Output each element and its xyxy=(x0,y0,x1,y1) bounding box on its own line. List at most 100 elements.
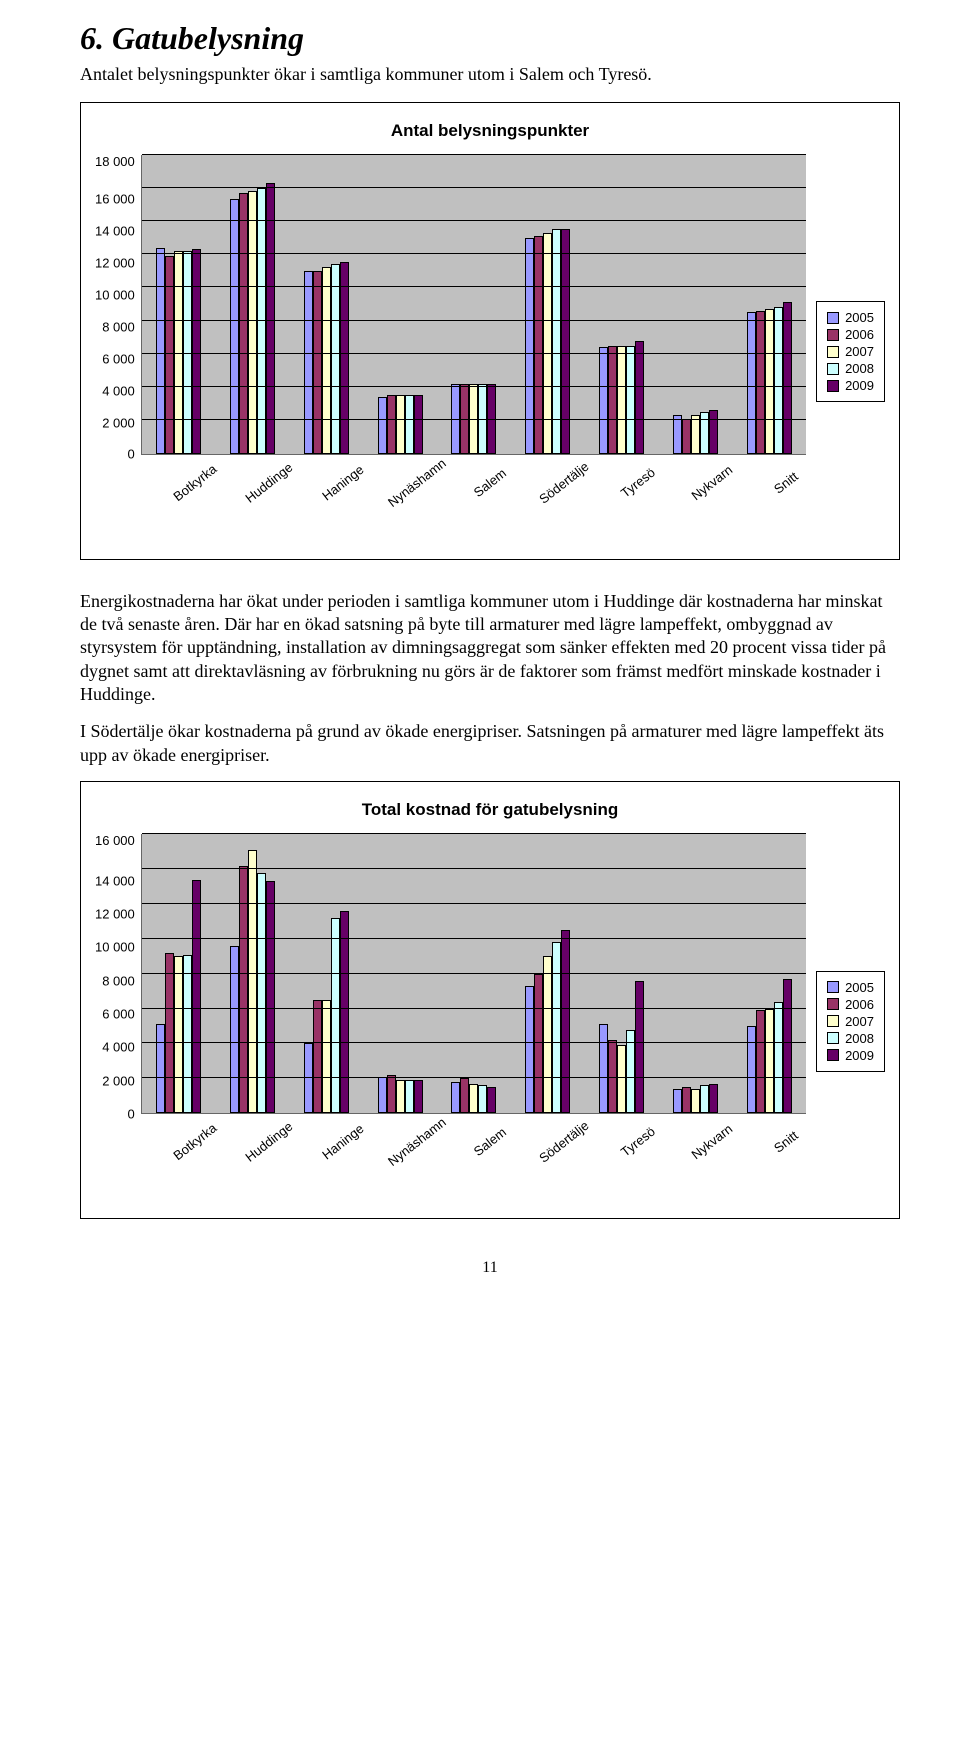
chart1-y-axis: 18 00016 00014 00012 00010 0008 0006 000… xyxy=(95,155,141,455)
legend-swatch xyxy=(827,329,839,341)
bar-group xyxy=(585,155,659,454)
legend-swatch xyxy=(827,380,839,392)
bar xyxy=(783,302,792,453)
bar xyxy=(626,346,635,454)
bar xyxy=(156,248,165,454)
bar xyxy=(340,262,349,453)
bar-group xyxy=(363,834,437,1113)
bar xyxy=(534,236,543,454)
bar xyxy=(552,942,561,1113)
bar xyxy=(266,183,275,454)
y-tick-label: 12 000 xyxy=(95,257,135,270)
bar xyxy=(673,415,682,453)
bar xyxy=(460,1078,469,1113)
bar xyxy=(561,930,570,1113)
gridline xyxy=(142,903,806,904)
legend-item: 2007 xyxy=(827,1014,874,1029)
bar xyxy=(783,979,792,1113)
bar xyxy=(340,911,349,1113)
bar xyxy=(322,267,331,453)
bar xyxy=(543,233,552,454)
legend-label: 2007 xyxy=(845,344,874,359)
bar xyxy=(304,1043,313,1113)
y-tick-label: 8 000 xyxy=(102,974,135,987)
bar-group xyxy=(732,834,806,1113)
y-tick-label: 16 000 xyxy=(95,834,135,847)
bar xyxy=(405,395,414,453)
bar xyxy=(774,1002,783,1114)
legend-swatch xyxy=(827,1032,839,1044)
bar xyxy=(691,1089,700,1113)
bar xyxy=(230,199,239,453)
y-tick-label: 14 000 xyxy=(95,225,135,238)
bar xyxy=(682,419,691,454)
gridline xyxy=(142,286,806,287)
bar-group xyxy=(511,834,585,1113)
y-tick-label: 2 000 xyxy=(102,416,135,429)
bar xyxy=(451,1082,460,1113)
gridline xyxy=(142,320,806,321)
gridline xyxy=(142,419,806,420)
chart1-x-labels: BotkyrkaHuddingeHaningeNynäshamnSalemSöd… xyxy=(141,461,806,499)
bar xyxy=(183,955,192,1114)
legend-item: 2006 xyxy=(827,327,874,342)
legend-item: 2007 xyxy=(827,344,874,359)
legend-swatch xyxy=(827,346,839,358)
legend-swatch xyxy=(827,312,839,324)
bar xyxy=(248,191,257,453)
heading-gatubelysning: 6. Gatubelysning xyxy=(80,20,900,57)
y-tick-label: 18 000 xyxy=(95,155,135,168)
bar-group xyxy=(658,155,732,454)
bar xyxy=(165,953,174,1113)
bar xyxy=(378,1077,387,1114)
bar xyxy=(304,271,313,454)
chart1-legend: 20052006200720082009 xyxy=(816,301,885,402)
bar xyxy=(673,1089,682,1113)
bar-group xyxy=(142,834,216,1113)
chart2-plot-area xyxy=(141,834,806,1114)
chart2-legend: 20052006200720082009 xyxy=(816,971,885,1072)
bar xyxy=(617,346,626,454)
legend-label: 2005 xyxy=(845,980,874,995)
bar xyxy=(747,1026,756,1113)
bar xyxy=(396,1080,405,1113)
bar xyxy=(396,395,405,453)
bar xyxy=(700,412,709,454)
gridline xyxy=(142,938,806,939)
y-tick-label: 4 000 xyxy=(102,1041,135,1054)
chart2-title: Total kostnad för gatubelysning xyxy=(95,800,885,820)
chart-antal-belysningspunkter: Antal belysningspunkter 18 00016 00014 0… xyxy=(80,102,900,560)
chart-total-kostnad: Total kostnad för gatubelysning 16 00014… xyxy=(80,781,900,1219)
page-number: 11 xyxy=(80,1259,900,1277)
bar xyxy=(378,397,387,453)
bar xyxy=(691,415,700,453)
bar xyxy=(387,1075,396,1113)
bar xyxy=(405,1080,414,1113)
chart2-x-labels: BotkyrkaHuddingeHaningeNynäshamnSalemSöd… xyxy=(141,1120,806,1158)
legend-swatch xyxy=(827,1049,839,1061)
legend-item: 2005 xyxy=(827,980,874,995)
bar xyxy=(617,1045,626,1113)
bar-group xyxy=(289,155,363,454)
bar xyxy=(765,309,774,454)
bar-group xyxy=(216,155,290,454)
y-tick-label: 16 000 xyxy=(95,193,135,206)
bar-group xyxy=(511,155,585,454)
bar xyxy=(599,347,608,453)
gridline xyxy=(142,1042,806,1043)
y-tick-label: 0 xyxy=(128,1108,135,1121)
bar xyxy=(239,193,248,454)
gridline xyxy=(142,187,806,188)
bar xyxy=(156,1024,165,1113)
gridline xyxy=(142,154,806,155)
bar xyxy=(248,850,257,1113)
gridline xyxy=(142,253,806,254)
bar xyxy=(756,1010,765,1113)
gridline xyxy=(142,1077,806,1078)
bar xyxy=(266,881,275,1113)
y-tick-label: 10 000 xyxy=(95,289,135,302)
bar xyxy=(469,1084,478,1114)
legend-swatch xyxy=(827,363,839,375)
intro-text: Antalet belysningspunkter ökar i samtlig… xyxy=(80,63,900,86)
y-tick-label: 12 000 xyxy=(95,907,135,920)
